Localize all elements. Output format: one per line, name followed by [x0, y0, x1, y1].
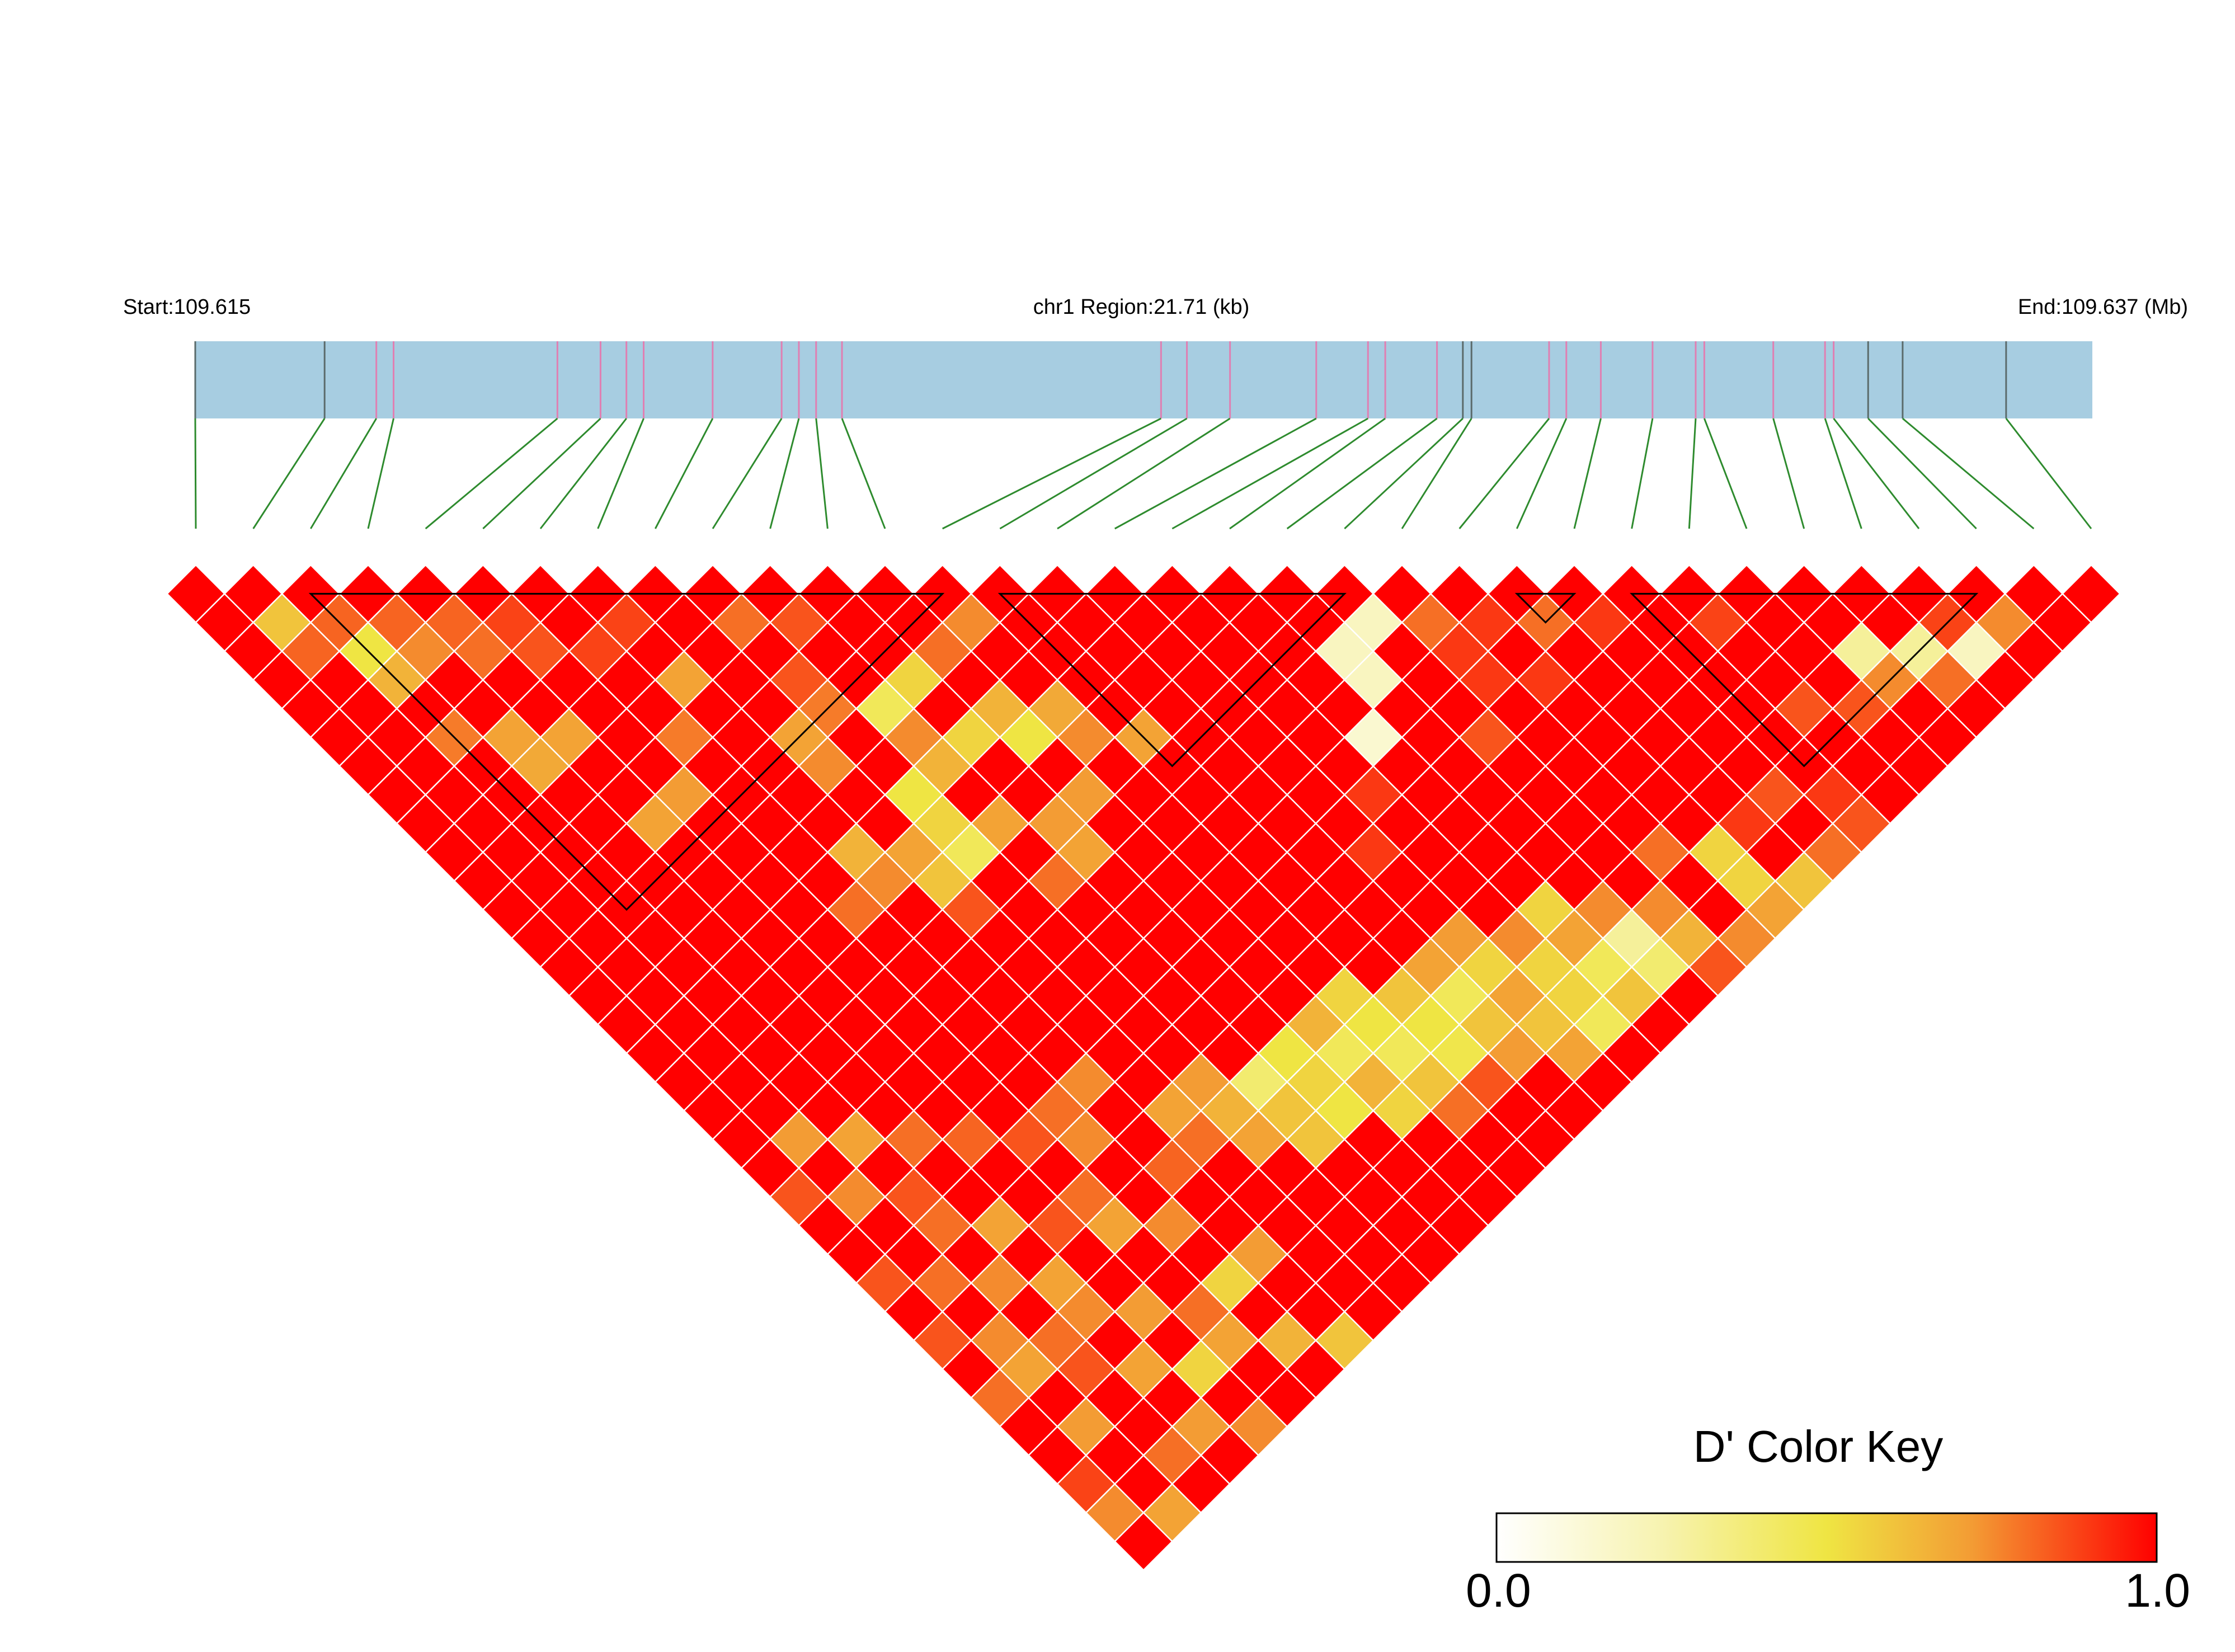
haplotype-block-outline [1630, 592, 1979, 768]
snp-connector [655, 418, 714, 529]
color-key-max-label: 1.0 [2125, 1564, 2190, 1617]
snp-ticks [194, 341, 2007, 418]
snp-connector [1688, 418, 1697, 529]
snp-connector [1824, 418, 1862, 529]
region-label: chr1 Region:21.71 (kb) [1033, 295, 1250, 319]
snp-connector [194, 418, 197, 529]
start-label: Start:109.615 [123, 295, 251, 319]
snp-connector [841, 418, 886, 529]
snp-connector [815, 418, 829, 529]
snp-connector [2005, 418, 2092, 529]
snp-connector [942, 417, 1162, 530]
snp-connector [1458, 418, 1550, 529]
snp-connector [1229, 417, 1386, 530]
ld-cells [166, 564, 2121, 1571]
snp-connector [1833, 418, 1920, 529]
snp-connector [367, 418, 394, 529]
snp-connector [1573, 418, 1602, 529]
snp-connector [1703, 418, 1748, 529]
color-key-bar [1495, 1512, 2158, 1563]
snp-connector [1902, 417, 2035, 530]
snp-connector [425, 417, 558, 530]
ld-cell [2061, 564, 2121, 624]
snp-connectors [194, 417, 2092, 530]
snp-connector [1286, 417, 1438, 530]
snp-connector [1516, 418, 1568, 529]
haplotype-block-outline [308, 592, 945, 911]
snp-connector [597, 418, 644, 529]
snp-connector [1867, 417, 1977, 530]
snp-connector [1401, 418, 1472, 529]
haplotype-block-outline [997, 592, 1347, 768]
snp-connector [252, 418, 326, 529]
snp-connector [482, 417, 601, 530]
snp-connector [1344, 417, 1464, 530]
snp-connector [712, 418, 783, 529]
snp-connector [769, 418, 800, 529]
snp-connector [539, 418, 627, 529]
color-key-title: D' Color Key [1693, 1422, 1944, 1471]
haplotype-block-outline [1514, 592, 1577, 624]
snp-connector [1631, 418, 1654, 529]
haplotype-blocks [308, 592, 1979, 911]
end-label: End:109.637 (Mb) [2017, 295, 2188, 319]
color-key-min-label: 0.0 [1466, 1564, 1531, 1617]
snp-connector [1114, 417, 1317, 530]
chromosome-bar [195, 341, 2092, 418]
snp-connector [1171, 417, 1368, 530]
snp-connector [1772, 418, 1805, 529]
snp-connector [1057, 417, 1231, 530]
snp-connector [310, 418, 377, 529]
snp-connector [999, 417, 1188, 530]
